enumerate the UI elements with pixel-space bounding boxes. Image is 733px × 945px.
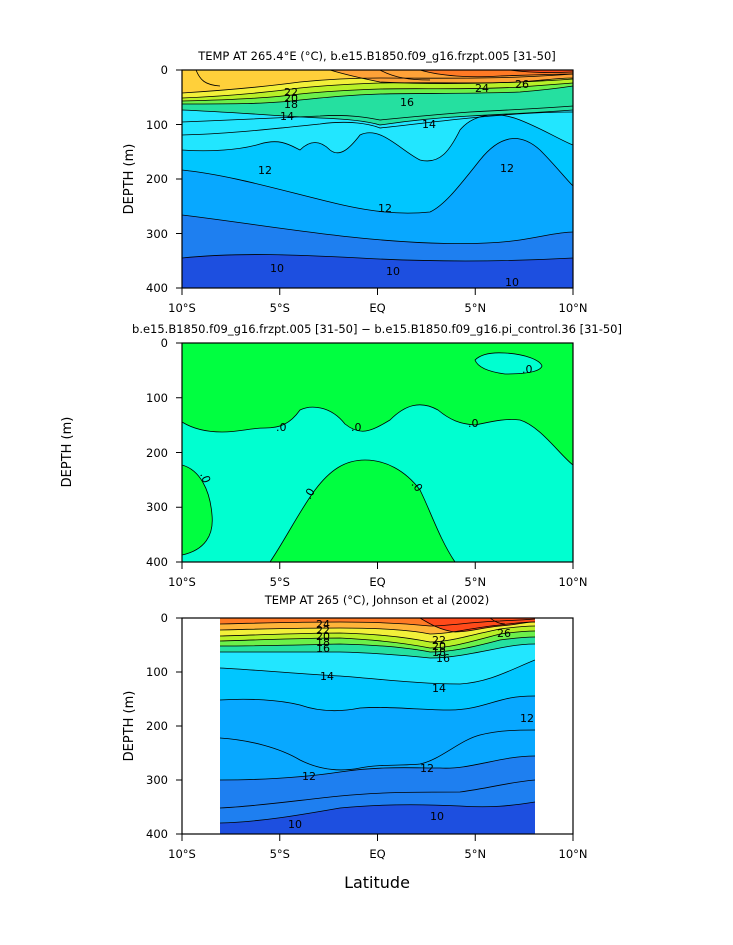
p3-ylabel: DEPTH (m) [122, 691, 137, 762]
panel-3-title: TEMP AT 265 (°C), Johnson et al (2002) [264, 593, 489, 607]
panel-1-title: TEMP AT 265.4°E (°C), b.e15.B1850.f09_g1… [197, 49, 556, 63]
panel-2: b.e15.B1850.f09_g16.frzpt.005 [31-50] − … [60, 322, 622, 589]
panel-1: TEMP AT 265.4°E (°C), b.e15.B1850.f09_g1… [122, 49, 588, 315]
p2-ytick: 100 [146, 391, 168, 405]
p1-clabel-18: 18 [284, 98, 298, 111]
p1-clabel-20: 20 [284, 92, 298, 105]
p3-clabel-20b: 20 [432, 640, 446, 653]
panel-2-title: b.e15.B1850.f09_g16.frzpt.005 [31-50] − … [132, 322, 622, 336]
p3-clabel-12c: 12 [420, 762, 434, 775]
p3-clabel-12b: 12 [302, 770, 316, 783]
p3-ytick: 100 [146, 665, 168, 679]
p3-xtick: 5°N [464, 847, 486, 861]
p1-clabel-10: 10 [270, 262, 284, 275]
p2-clabel-0: .0 [351, 421, 362, 434]
p3-clabel-20: 20 [316, 630, 330, 643]
p1-clabel-12: 12 [258, 164, 272, 177]
p2-band-pos-left [182, 465, 213, 555]
panel-3-contours [220, 618, 535, 824]
p2-clabel-0: .0 [522, 363, 533, 376]
p2-clabel-0: .0 [276, 421, 287, 434]
p1-ytick: 100 [146, 118, 168, 132]
p2-band-neg-main [182, 404, 573, 562]
p3-ytick: 300 [146, 773, 168, 787]
p1-ytick: 300 [146, 227, 168, 241]
p3-clabel-16b: 16 [436, 652, 450, 665]
p1-clabel-14: 14 [280, 110, 294, 123]
p1-clabel-24: 24 [475, 82, 489, 95]
p3-ytick: 0 [161, 611, 168, 625]
panel-3-axes [176, 617, 574, 841]
p1-clabel-26: 26 [515, 78, 529, 91]
p2-band-neg-top [475, 352, 542, 374]
p3-clabel-10b: 10 [430, 810, 444, 823]
p3-ytick: 200 [146, 719, 168, 733]
p3-clabel-24: 24 [316, 618, 330, 631]
p2-ytick: 0 [161, 336, 168, 350]
p3-clabel-26: 26 [497, 627, 511, 640]
panel-1-contour-labels: 26 24 22 20 18 16 14 14 12 12 12 10 10 1… [258, 78, 529, 289]
p2-xtick: 10°S [168, 575, 196, 589]
p2-ytick: 200 [146, 446, 168, 460]
p3-clabel-14: 14 [320, 670, 334, 683]
p1-ytick: 400 [146, 281, 168, 295]
p2-ytick: 400 [146, 555, 168, 569]
p3-clabel-16: 16 [316, 642, 330, 655]
p2-xtick: 5°N [464, 575, 486, 589]
panel-1-fill [182, 70, 573, 288]
panel-2-fill [182, 343, 573, 562]
p2-ytick: 300 [146, 500, 168, 514]
panel-1-axes [176, 69, 574, 295]
p1-clabel-10c: 10 [505, 276, 519, 289]
p3-clabel-22: 22 [316, 624, 330, 637]
p1-xtick: 10°N [559, 301, 588, 315]
p1-ytick: 0 [161, 63, 168, 77]
x-axis-label: Latitude [344, 873, 410, 892]
p3-xtick: 10°N [559, 847, 588, 861]
panel-2-contours [182, 352, 573, 562]
p3-ytick: 400 [146, 827, 168, 841]
p3-clabel-18: 18 [316, 636, 330, 649]
p1-ylabel: DEPTH (m) [122, 144, 137, 215]
p2-ylabel: DEPTH (m) [60, 417, 75, 488]
p3-xtick: EQ [369, 847, 385, 861]
p3-clabel-12: 12 [520, 712, 534, 725]
p2-xtick: 10°N [559, 575, 588, 589]
p1-clabel-14b: 14 [422, 118, 436, 131]
p1-clabel-16: 16 [400, 96, 414, 109]
p1-xtick: 10°S [168, 301, 196, 315]
p2-clabel-0: .0 [197, 471, 213, 485]
p3-clabel-14b: 14 [432, 682, 446, 695]
panel-1-contours [182, 70, 573, 262]
p2-xtick: 5°S [270, 575, 290, 589]
p3-clabel-22b: 22 [432, 634, 446, 647]
p1-xtick: EQ [369, 301, 385, 315]
p1-xtick: 5°N [464, 301, 486, 315]
panel-3-contour-labels: 26 24 22 20 18 16 22 20 18 16 14 14 12 1… [288, 618, 534, 831]
p1-clabel-12c: 12 [500, 162, 514, 175]
p3-band-27 [420, 618, 535, 632]
p3-xtick: 5°S [270, 847, 290, 861]
p3-xtick: 10°S [168, 847, 196, 861]
p1-clabel-12b: 12 [378, 202, 392, 215]
p1-ytick: 200 [146, 172, 168, 186]
p3-clabel-18b: 18 [432, 646, 446, 659]
panel-3-fill [220, 618, 535, 834]
p1-band-27 [510, 70, 573, 73]
p2-clabel-0: .0 [468, 417, 479, 430]
p3-clabel-10: 10 [288, 818, 302, 831]
p2-xtick: EQ [369, 575, 385, 589]
p1-clabel-10b: 10 [386, 265, 400, 278]
panel-2-axes [176, 342, 574, 569]
p1-xtick: 5°S [270, 301, 290, 315]
panel-3: TEMP AT 265 (°C), Johnson et al (2002) [122, 593, 588, 892]
p1-clabel-22: 22 [284, 86, 298, 99]
